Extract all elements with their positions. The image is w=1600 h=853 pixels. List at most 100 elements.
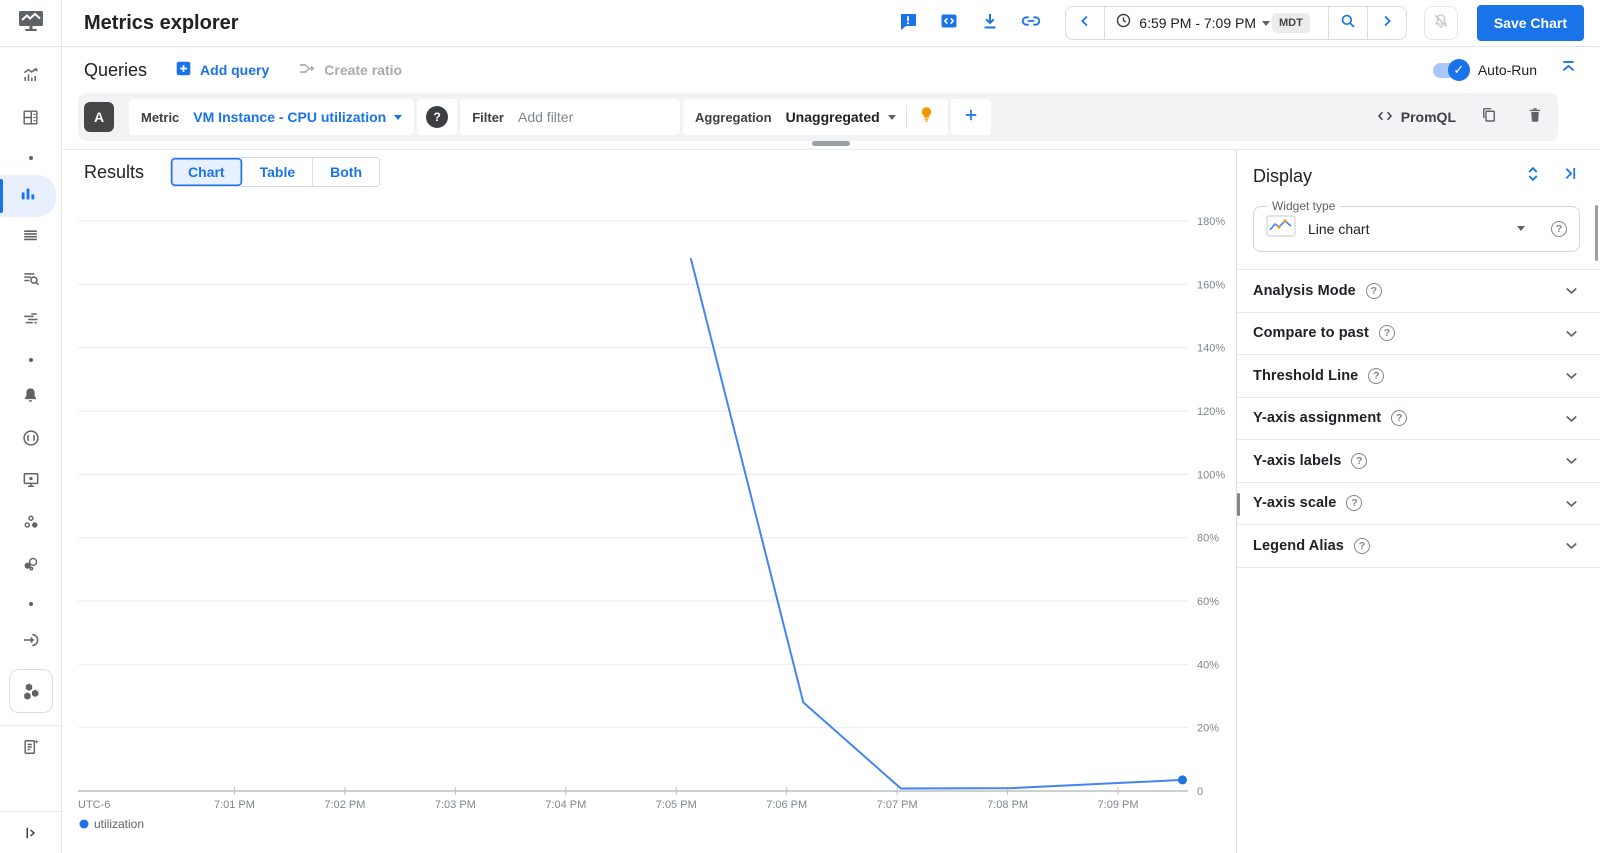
- help-icon[interactable]: ?: [1365, 282, 1382, 299]
- widget-type-value: Line chart: [1308, 220, 1370, 237]
- collapse-queries-button[interactable]: [1559, 58, 1578, 82]
- sidebar-item-trace[interactable]: [0, 301, 61, 343]
- page-title: Metrics explorer: [84, 11, 239, 34]
- metric-help-button[interactable]: ?: [417, 99, 458, 135]
- sidebar-item-integrations[interactable]: [0, 621, 61, 663]
- svg-text:7:02 PM: 7:02 PM: [324, 799, 365, 811]
- section-analysis-mode[interactable]: Analysis Mode ?: [1237, 270, 1600, 313]
- section-legend-alias[interactable]: Legend Alias ?: [1237, 525, 1600, 568]
- cluster-icon: [21, 512, 41, 537]
- time-back-button[interactable]: [1066, 7, 1104, 39]
- svg-text:7:08 PM: 7:08 PM: [987, 799, 1028, 811]
- section-threshold-line[interactable]: Threshold Line ?: [1237, 355, 1600, 398]
- panel-scrollbar-thumb[interactable]: [1237, 492, 1240, 516]
- widget-type-select[interactable]: Line chart ?: [1266, 213, 1567, 242]
- display-accordion: Analysis Mode ? Compare to past ? Thresh…: [1237, 269, 1600, 568]
- section-y-axis-labels[interactable]: Y-axis labels ?: [1237, 440, 1600, 483]
- time-forward-button[interactable]: [1366, 7, 1406, 39]
- collapse-panel-button[interactable]: [1558, 165, 1580, 187]
- query-editor-button[interactable]: [936, 10, 962, 36]
- svg-text:180%: 180%: [1197, 216, 1225, 228]
- aggregation-dropdown[interactable]: Unaggregated: [786, 109, 896, 125]
- sidebar-item-dashboards[interactable]: [0, 99, 61, 141]
- section-compare-to-past[interactable]: Compare to past ?: [1237, 313, 1600, 355]
- bell-icon: [21, 386, 40, 410]
- copy-icon: [1480, 106, 1498, 129]
- toggle-check-icon: ✓: [1447, 58, 1470, 81]
- sidebar-expand-button[interactable]: [0, 811, 61, 853]
- sidebar-item-groups[interactable]: [0, 545, 61, 587]
- timezone-chip[interactable]: MDT: [1272, 13, 1310, 33]
- sidebar-item-alerting[interactable]: [0, 377, 61, 419]
- widget-help-icon[interactable]: ?: [1551, 220, 1567, 237]
- sidebar-item-overview[interactable]: [0, 57, 61, 99]
- page-scrollbar-thumb[interactable]: [1595, 205, 1598, 261]
- bubbles-icon: [21, 554, 41, 579]
- download-icon: [980, 11, 1000, 36]
- duplicate-query-button[interactable]: [1476, 104, 1502, 130]
- line-chart[interactable]: 180% 160% 140% 120% 100% 80% 60% 40% 20% 0 7:01 PM…: [62, 194, 1236, 853]
- expand-all-button[interactable]: [1522, 165, 1544, 187]
- svg-text:160%: 160%: [1197, 279, 1225, 291]
- plus-icon: [962, 106, 980, 129]
- save-chart-button[interactable]: Save Chart: [1476, 5, 1584, 41]
- filter-input[interactable]: [518, 109, 668, 125]
- line-chart-mini-icon: [1266, 215, 1296, 242]
- chart-canvas: 180% 160% 140% 120% 100% 80% 60% 40% 20% 0 7:01 PM…: [78, 216, 1225, 831]
- help-icon[interactable]: ?: [1353, 537, 1370, 554]
- sidebar-item-app-hub[interactable]: [0, 663, 61, 719]
- help-icon[interactable]: ?: [1351, 452, 1368, 469]
- chevron-left-icon: [1076, 12, 1094, 35]
- section-y-axis-scale[interactable]: Y-axis scale ?: [1237, 483, 1600, 525]
- sidebar-item-logs[interactable]: [0, 217, 61, 259]
- monitoring-logo-icon: [16, 8, 46, 39]
- svg-text:20%: 20%: [1197, 723, 1219, 735]
- auto-run-label: Auto-Run: [1477, 62, 1537, 78]
- create-ratio-icon: [297, 59, 316, 81]
- resize-drag-handle[interactable]: [812, 141, 850, 146]
- dot-icon: [28, 602, 33, 606]
- svg-text:7:06 PM: 7:06 PM: [766, 799, 807, 811]
- sidebar-item-release-notes[interactable]: [0, 725, 61, 767]
- metric-value-dropdown[interactable]: VM Instance - CPU utilization: [193, 109, 403, 125]
- widget-type-label: Widget type: [1272, 199, 1336, 213]
- monitor-icon: [21, 470, 41, 495]
- time-zoom-button[interactable]: [1327, 7, 1367, 39]
- tab-table[interactable]: Table: [241, 158, 313, 186]
- results-header: Results Chart Table Both: [62, 150, 1236, 194]
- tab-both[interactable]: Both: [312, 158, 380, 186]
- time-range-button[interactable]: 6:59 PM - 7:09 PM MDT: [1104, 7, 1328, 39]
- widget-type-field: Widget type Line chart ?: [1253, 199, 1580, 252]
- sidebar-item-services[interactable]: [0, 503, 61, 545]
- tab-chart[interactable]: Chart: [171, 158, 242, 186]
- section-y-axis-assignment[interactable]: Y-axis assignment ?: [1237, 398, 1600, 440]
- filter-box: Filter: [460, 99, 680, 135]
- feedback-icon: [898, 11, 918, 36]
- cloud-monitoring-logo[interactable]: [0, 0, 61, 47]
- metric-selector[interactable]: Metric VM Instance - CPU utilization: [129, 99, 415, 135]
- help-icon[interactable]: ?: [1368, 367, 1385, 384]
- chevron-down-icon: [1562, 324, 1581, 343]
- dashboard-grid-icon: [21, 108, 40, 132]
- help-icon[interactable]: ?: [1378, 325, 1395, 342]
- delete-query-button[interactable]: [1522, 104, 1548, 130]
- help-icon[interactable]: ?: [1391, 410, 1408, 427]
- sidebar-item-log-search[interactable]: [0, 259, 61, 301]
- sidebar-item-metrics-explorer[interactable]: [0, 175, 56, 217]
- add-sub-query-button[interactable]: [950, 99, 991, 135]
- feedback-button[interactable]: [895, 10, 921, 36]
- share-link-button[interactable]: [1018, 10, 1044, 36]
- promql-button[interactable]: PromQL: [1376, 107, 1456, 128]
- dot-icon: [28, 358, 33, 362]
- lightbulb-icon[interactable]: [917, 105, 936, 129]
- query-letter-badge[interactable]: A: [84, 102, 114, 132]
- auto-run-toggle[interactable]: ✓: [1432, 58, 1470, 81]
- create-ratio-button: Create ratio: [297, 59, 402, 81]
- sidebar-item-error-reporting[interactable]: [0, 419, 61, 461]
- help-icon[interactable]: ?: [1346, 495, 1363, 512]
- sidebar-item-uptime-checks[interactable]: [0, 461, 61, 503]
- download-button[interactable]: [977, 10, 1003, 36]
- topbar: Metrics explorer 6:59 PM - 7:09 PM MDT: [62, 0, 1600, 47]
- collapse-right-icon: [1560, 164, 1579, 188]
- add-query-button[interactable]: Add query: [175, 60, 269, 80]
